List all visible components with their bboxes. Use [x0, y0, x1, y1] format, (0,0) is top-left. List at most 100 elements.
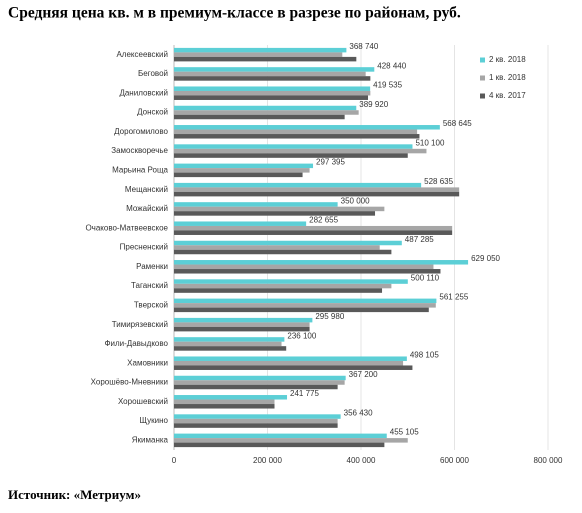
bar	[174, 433, 387, 439]
bar	[174, 380, 345, 385]
value-label: 629 050	[471, 254, 500, 263]
bar	[174, 52, 343, 57]
bar	[174, 356, 407, 361]
legend-swatch	[480, 75, 485, 81]
value-label: 368 740	[349, 42, 378, 51]
bar	[174, 202, 338, 207]
bar	[174, 414, 341, 419]
bar	[174, 279, 408, 284]
source: Источник: «Метриум»	[8, 487, 141, 502]
y-tick-label: Можайский	[126, 204, 168, 213]
value-label: 568 645	[443, 119, 472, 128]
bar	[174, 211, 376, 216]
bar	[174, 317, 313, 323]
value-label: 428 440	[377, 61, 406, 70]
value-label: 241 775	[290, 389, 319, 398]
bar	[174, 326, 310, 332]
bar	[174, 264, 434, 270]
bar	[174, 322, 310, 327]
y-tick-label: Алексеевский	[116, 50, 168, 59]
bar	[174, 384, 338, 390]
legend-label: 4 кв. 2017	[489, 91, 526, 100]
bar	[174, 76, 371, 81]
value-label: 282 655	[309, 216, 338, 225]
bar	[174, 288, 383, 293]
bar	[174, 283, 392, 289]
y-tick-label: Марьина Роща	[112, 165, 168, 174]
bar	[174, 249, 392, 255]
bar	[174, 114, 345, 120]
bar	[174, 153, 408, 158]
bar	[174, 269, 441, 274]
value-label: 356 430	[344, 408, 373, 417]
x-tick-label: 800 000	[534, 456, 563, 465]
bar	[174, 206, 385, 212]
bar	[174, 404, 275, 409]
bar	[174, 346, 287, 351]
y-tick-label: Тверской	[134, 300, 168, 309]
y-tick-label: Якиманка	[132, 435, 169, 444]
bar	[174, 399, 275, 405]
value-label: 367 200	[349, 370, 378, 379]
value-label: 236 100	[287, 331, 316, 340]
bar	[174, 375, 346, 381]
bar	[174, 221, 307, 226]
bar	[174, 225, 453, 231]
y-tick-label: Дорогомилово	[114, 127, 168, 136]
bar	[174, 125, 440, 130]
bar	[174, 240, 402, 246]
bar	[174, 303, 436, 308]
bar	[174, 105, 357, 111]
y-tick-label: Мещанский	[125, 185, 168, 194]
bar	[174, 148, 427, 154]
value-label: 295 980	[315, 312, 344, 321]
y-tick-label: Хорошевский	[118, 397, 168, 406]
bar	[174, 163, 314, 169]
bar	[174, 67, 375, 72]
y-tick-label: Беговой	[138, 69, 168, 78]
y-tick-label: Хорошёво-Мневники	[91, 378, 168, 387]
bar	[174, 187, 460, 192]
chart-title: Средняя цена кв. м в премиум-классе в ра…	[8, 5, 461, 22]
bar	[174, 134, 420, 139]
bar	[174, 438, 408, 443]
value-label: 297 395	[316, 158, 345, 167]
y-tick-label: Таганский	[131, 281, 168, 290]
bar	[174, 341, 282, 347]
value-label: 498 105	[410, 351, 439, 360]
bar	[174, 182, 422, 188]
bar	[174, 86, 371, 91]
bar	[174, 110, 359, 115]
y-tick-label: Пресненский	[120, 243, 168, 252]
legend-swatch	[480, 93, 485, 99]
x-tick-label: 200 000	[253, 456, 282, 465]
legend-swatch	[480, 57, 485, 63]
value-label: 389 920	[359, 100, 388, 109]
y-tick-label: Даниловский	[119, 88, 168, 97]
x-tick-label: 0	[172, 456, 177, 465]
bar	[174, 71, 366, 77]
y-tick-label: Замоскворечье	[111, 146, 168, 155]
x-tick-label: 600 000	[440, 456, 469, 465]
bar	[174, 307, 429, 313]
bar	[174, 423, 338, 428]
y-tick-label: Хамовники	[127, 358, 168, 367]
bar	[174, 230, 453, 235]
value-label: 487 285	[405, 235, 434, 244]
bar	[174, 168, 310, 173]
bar	[174, 47, 347, 53]
y-tick-label: Раменки	[136, 262, 168, 271]
x-tick-label: 400 000	[347, 456, 376, 465]
value-label: 500 110	[411, 273, 440, 282]
value-label: 419 535	[373, 81, 402, 90]
bar	[174, 365, 413, 370]
bar	[174, 90, 371, 96]
bar	[174, 245, 380, 250]
legend-label: 1 кв. 2018	[489, 73, 526, 82]
legend-label: 2 кв. 2018	[489, 55, 526, 64]
y-tick-label: Очаково-Матвеевское	[85, 223, 168, 232]
y-tick-label: Тимирязевский	[112, 320, 168, 329]
bar	[174, 129, 418, 135]
